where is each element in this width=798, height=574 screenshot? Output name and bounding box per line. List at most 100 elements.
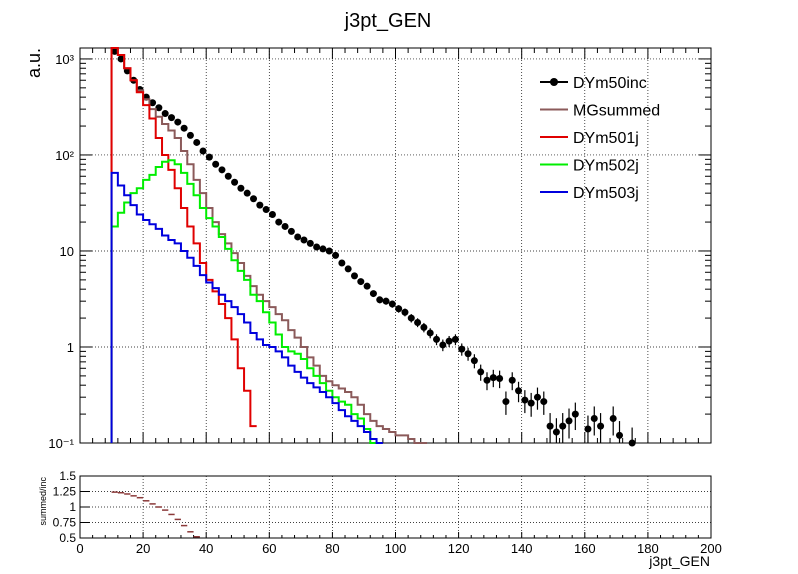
series-dym50inc-point xyxy=(382,297,390,305)
series-dym50inc-point xyxy=(483,376,491,384)
series-dym50inc-point xyxy=(477,368,485,376)
series-dym50inc-point xyxy=(395,305,403,313)
series-dym502j-line xyxy=(110,159,377,444)
series-dym50inc-point xyxy=(445,337,453,345)
series-dym50inc-point xyxy=(262,206,270,214)
x-tick-label: 60 xyxy=(262,541,276,556)
series-dym50inc-point xyxy=(161,110,169,118)
series-dym50inc-point xyxy=(256,201,264,209)
series-dym50inc-point xyxy=(212,160,220,168)
series-dym50inc-point xyxy=(350,272,358,280)
main-plot-ticks: 10⁻¹ 1 10 10² 10³ xyxy=(48,48,712,451)
series-dym50inc-point xyxy=(565,417,573,425)
series-dym50inc-point xyxy=(174,118,182,126)
legend: DYm50inc MGsummed DYm501j DYm502j DYm503j xyxy=(540,75,660,202)
series-dym50inc-point xyxy=(420,323,428,331)
series-dym50inc-point xyxy=(470,357,478,365)
series-dym50inc-point xyxy=(300,236,308,244)
x-tick-label: 120 xyxy=(448,541,470,556)
series-dym50inc-point xyxy=(281,222,289,230)
series-dym50inc-point xyxy=(407,314,415,322)
x-tick-label: 200 xyxy=(700,541,722,556)
series-dym50inc-point xyxy=(571,410,579,418)
ratio-plot-panel: 0 20 40 60 80 100 120 140 160 180 200 0.50.75 11.25 1… xyxy=(38,469,722,569)
ratio-y-tick-label: 0.5 xyxy=(59,531,76,545)
series-dym501j-line xyxy=(110,47,257,443)
ratio-y-tick-label: 0.75 xyxy=(53,516,77,530)
legend-dym502j-label: DYm502j xyxy=(573,158,639,175)
series-dym50inc-point xyxy=(388,300,396,308)
ratio-y-tick-label: 1.5 xyxy=(59,469,76,483)
series-dym50inc-point xyxy=(275,218,283,226)
series-dym50inc-point xyxy=(344,265,352,273)
chart-title: j3pt_GEN xyxy=(344,10,432,32)
series-dym50inc-point xyxy=(414,318,422,326)
series-dym50inc-point xyxy=(540,398,548,406)
x-tick-label: 80 xyxy=(325,541,339,556)
x-tick-label: 40 xyxy=(199,541,213,556)
series-dym50inc-point xyxy=(186,131,194,139)
series-dym50inc-point xyxy=(546,422,554,430)
series-dym50inc-point xyxy=(268,210,276,218)
series-dym50inc-point xyxy=(243,189,251,197)
series-dym50inc-point xyxy=(401,308,409,316)
series-dym50inc-point xyxy=(205,153,213,161)
series-dym50inc-point xyxy=(313,243,321,251)
series-dym50inc-point xyxy=(167,114,175,122)
series-dym50inc-point xyxy=(439,341,447,349)
series-dym50inc-point xyxy=(433,335,441,343)
series-dym50inc-point xyxy=(584,425,592,433)
series-dym50inc-point xyxy=(294,233,302,241)
series-dym50inc-point xyxy=(616,431,624,439)
series-dym50inc-point xyxy=(628,439,636,447)
ratio-plot-grid xyxy=(80,476,711,538)
series-dym50inc-point xyxy=(496,374,504,382)
y-axis-label: a.u. xyxy=(24,48,44,78)
ratio-plot-ticks: 0 20 40 60 80 100 120 140 160 180 200 0.50.75 11.25 1… xyxy=(53,469,722,556)
series-dym50inc-point xyxy=(338,259,346,267)
series-dym50inc-point xyxy=(306,239,314,247)
series-dym50inc-point xyxy=(224,172,232,180)
series-dym50inc-point xyxy=(451,335,459,343)
series-dym50inc-point xyxy=(527,399,535,407)
series-dym50inc-point xyxy=(357,278,365,286)
series-dym50inc-point xyxy=(508,376,516,384)
series-dym50inc-point xyxy=(426,329,434,337)
series-dym50inc-point xyxy=(319,245,327,253)
legend-dym50inc-marker xyxy=(550,78,558,86)
series-dym50inc-point xyxy=(458,345,466,353)
x-tick-label: 20 xyxy=(136,541,150,556)
series-dym50inc-point xyxy=(155,104,163,112)
main-plot-panel: 10⁻¹ 1 10 10² 10³ a.u. xyxy=(24,47,712,451)
legend-dym50inc-label: DYm50inc xyxy=(573,75,647,92)
series-dym50inc-point xyxy=(218,166,226,174)
series-dym50inc-point xyxy=(502,398,510,406)
ratio-y-tick-label: 1.25 xyxy=(53,485,77,499)
series-dym50inc-point xyxy=(231,178,239,186)
series-dym50inc-point xyxy=(609,414,617,422)
series-dym50inc-point xyxy=(369,290,377,298)
x-axis-label: j3pt_GEN xyxy=(648,553,710,569)
ratio-y-tick-label: 1 xyxy=(69,500,76,514)
series-dym50inc-point xyxy=(597,422,605,430)
series-dym50inc-point xyxy=(111,47,119,55)
series-dym50inc-point xyxy=(489,374,497,382)
series-dym50inc-point xyxy=(515,387,523,395)
ratio-plot-series xyxy=(111,491,200,538)
x-tick-label: 100 xyxy=(385,541,407,556)
series-dym50inc-point xyxy=(590,414,598,422)
legend-dym501j-label: DYm501j xyxy=(573,130,639,147)
y-tick-label: 1 xyxy=(67,340,74,355)
series-dym50inc-point xyxy=(464,350,472,358)
series-dym50inc-point xyxy=(521,396,529,404)
series-dym50inc-point xyxy=(117,55,125,63)
legend-dym503j-label: DYm503j xyxy=(573,185,639,202)
y-tick-label: 10⁻¹ xyxy=(48,436,74,451)
y-tick-label: 10 xyxy=(60,244,74,259)
series-dym50inc-point xyxy=(180,124,188,132)
series-dym503j-line xyxy=(110,171,383,444)
series-dym50inc-point xyxy=(325,247,333,255)
series-dym50inc-point xyxy=(559,422,567,430)
x-tick-label: 180 xyxy=(637,541,659,556)
